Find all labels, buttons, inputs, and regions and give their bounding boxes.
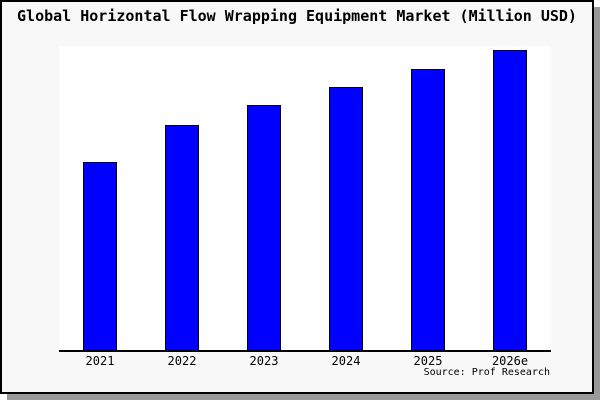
x-tick-label-2024: 2024	[331, 354, 361, 368]
bars-container	[59, 46, 551, 350]
plot-area	[59, 46, 551, 352]
x-tick-label-2026e: 2026e	[491, 354, 529, 368]
chart-panel: Global Horizontal Flow Wrapping Equipmen…	[0, 0, 594, 394]
bar-2021	[83, 162, 117, 350]
x-tick-label-2025: 2025	[413, 354, 443, 368]
bar-2024	[329, 87, 363, 350]
bar-2023	[247, 105, 281, 350]
x-tick-label-2023: 2023	[249, 354, 279, 368]
x-tick-label-2022: 2022	[167, 354, 197, 368]
source-credit: Source: Prof Research	[423, 367, 550, 378]
bar-2022	[165, 125, 199, 350]
bar-2026e	[493, 50, 527, 350]
bar-2025	[411, 69, 445, 350]
chart-title: Global Horizontal Flow Wrapping Equipmen…	[17, 7, 577, 25]
x-tick-label-2021: 2021	[85, 354, 115, 368]
x-axis-labels: 2021 2022 2023 2024 2025 2026e	[59, 354, 551, 368]
